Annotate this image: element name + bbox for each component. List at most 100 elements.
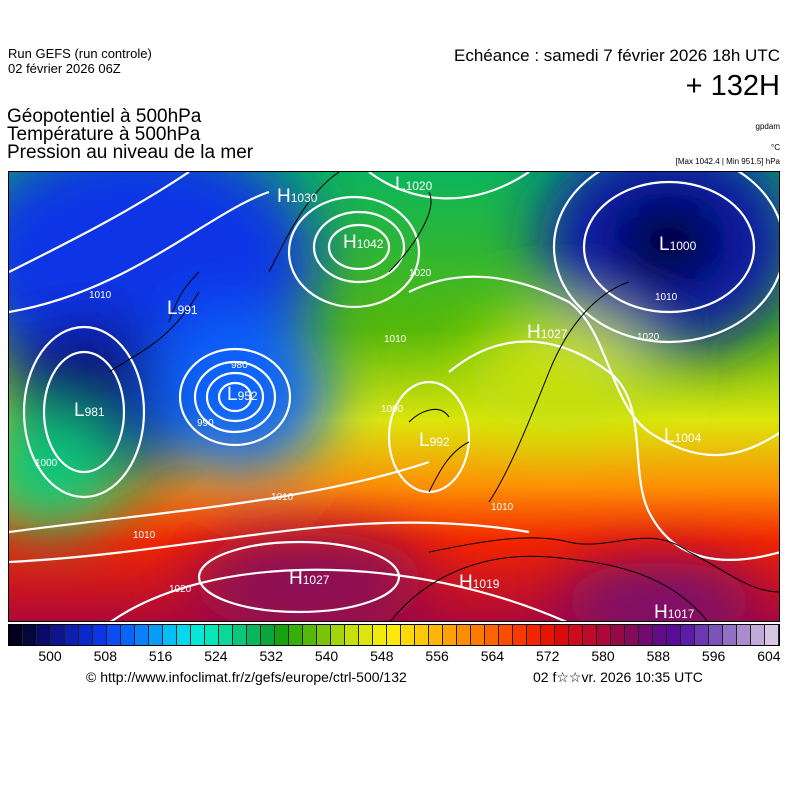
isobar-label: 1000 [35, 458, 58, 469]
colorbar-tick: 500 [38, 648, 62, 664]
colorbar-cell [625, 625, 639, 645]
isobar-label: 1020 [169, 584, 192, 595]
colorbar-cell [373, 625, 387, 645]
pressure-center: L981 [74, 400, 105, 421]
map-field [9, 172, 779, 621]
pressure-center: H1019 [459, 572, 500, 593]
run-info: Run GEFS (run controle) 02 février 2026 … [8, 46, 152, 76]
forecast-valid-time: Echéance : samedi 7 février 2026 18h UTC [453, 46, 780, 65]
pressure-center: L1004 [664, 426, 702, 447]
colorbar-cell [457, 625, 471, 645]
isobar-label: 980 [231, 360, 248, 371]
colorbar-cell [681, 625, 695, 645]
colorbar-cell [485, 625, 499, 645]
isobar-label: 1000 [381, 404, 404, 415]
unit-pressure-range: [Max 1042.4 | Min 951.5] hPa [675, 157, 780, 166]
colorbar-cell [443, 625, 457, 645]
colorbar-cell [583, 625, 597, 645]
title-pressure: Pression au niveau de la mer [7, 142, 254, 163]
colorbar-cell [639, 625, 653, 645]
colorbar-tick: 556 [425, 648, 449, 664]
colorbar-cell [765, 625, 779, 645]
colorbar-tick: 548 [370, 648, 394, 664]
isobars [9, 172, 779, 621]
colorbar-cell [541, 625, 555, 645]
colorbar-tick: 580 [591, 648, 615, 664]
run-name: Run GEFS (run controle) [8, 46, 152, 61]
colorbar-cell [261, 625, 275, 645]
colorbar-cell [611, 625, 625, 645]
colorbar-cell [219, 625, 233, 645]
colorbar-cell [9, 625, 23, 645]
colorbar-cell [345, 625, 359, 645]
isobar-label: 1010 [384, 334, 407, 345]
colorbar-cell [359, 625, 373, 645]
lead-time: + 132H [685, 70, 780, 102]
colorbar-cell [51, 625, 65, 645]
colorbar-cell [527, 625, 541, 645]
isobar-label: 1010 [89, 290, 112, 301]
colorbar-tick: 604 [757, 648, 781, 664]
unit-celsius: °C [771, 143, 780, 152]
isobar-label: 1010 [655, 292, 678, 303]
pressure-center: L1020 [395, 174, 433, 195]
colorbar-tick: 564 [480, 648, 505, 664]
title-geopotential: Géopotentiel à 500hPa [7, 106, 202, 127]
colorbar-tick: 532 [259, 648, 283, 664]
colorbar-cell [37, 625, 51, 645]
pressure-center: H1027 [289, 568, 330, 589]
colorbar-cell [737, 625, 751, 645]
map-titles: Géopotentiel à 500hPa Température à 500h… [7, 106, 254, 163]
colorbar-cell [387, 625, 401, 645]
pressure-center: H1030 [277, 186, 318, 207]
coastlines [108, 172, 779, 621]
colorbar-cell [93, 625, 107, 645]
colorbar-cell [429, 625, 443, 645]
pressure-center: H1042 [343, 232, 384, 253]
colorbar-cell [65, 625, 79, 645]
colorbar-tick: 572 [536, 648, 560, 664]
generated-date: 02 f☆☆vr. 2026 10:35 UTC [533, 669, 703, 685]
colorbar-cell [555, 625, 569, 645]
colorbar-tick: 508 [93, 648, 117, 664]
colorbar-cell [135, 625, 149, 645]
colorbar-cell [121, 625, 135, 645]
unit-gpdam: gpdam [755, 122, 780, 131]
pressure-center: L1000 [659, 234, 697, 255]
colorbar-cell [79, 625, 93, 645]
colorbar-cell [709, 625, 723, 645]
colorbar-cell [23, 625, 37, 645]
colorbar-cell [233, 625, 247, 645]
colorbar-cell [303, 625, 317, 645]
colorbar-cell [415, 625, 429, 645]
isobar-label: 990 [197, 418, 214, 429]
field-blobs [9, 172, 779, 621]
source-url: © http://www.infoclimat.fr/z/gefs/europe… [86, 669, 407, 685]
pressure-center: H1027 [527, 322, 568, 343]
colorbar-cell [107, 625, 121, 645]
colorbar-cell [149, 625, 163, 645]
colorbar-cell [289, 625, 303, 645]
isobar-label: 1010 [133, 530, 156, 541]
colorbar-tick: 540 [314, 648, 339, 664]
colorbar-cell [751, 625, 765, 645]
isobar-label: 1010 [491, 502, 514, 513]
isobar-label: 1020 [637, 332, 660, 343]
colorbar-cell [569, 625, 583, 645]
colorbar [8, 624, 780, 646]
colorbar-cell [723, 625, 737, 645]
colorbar-cell [667, 625, 681, 645]
colorbar-cell [331, 625, 345, 645]
colorbar-cell [205, 625, 219, 645]
pressure-center: L992 [419, 430, 450, 451]
colorbar-tick: 588 [646, 648, 670, 664]
colorbar-cell [317, 625, 331, 645]
colorbar-cell [247, 625, 261, 645]
colorbar-cell [401, 625, 415, 645]
colorbar-cell [653, 625, 667, 645]
colorbar-cell [499, 625, 513, 645]
colorbar-cell [513, 625, 527, 645]
colorbar-cell [191, 625, 205, 645]
isobar-label: 1010 [271, 492, 294, 503]
colorbar-cell [275, 625, 289, 645]
